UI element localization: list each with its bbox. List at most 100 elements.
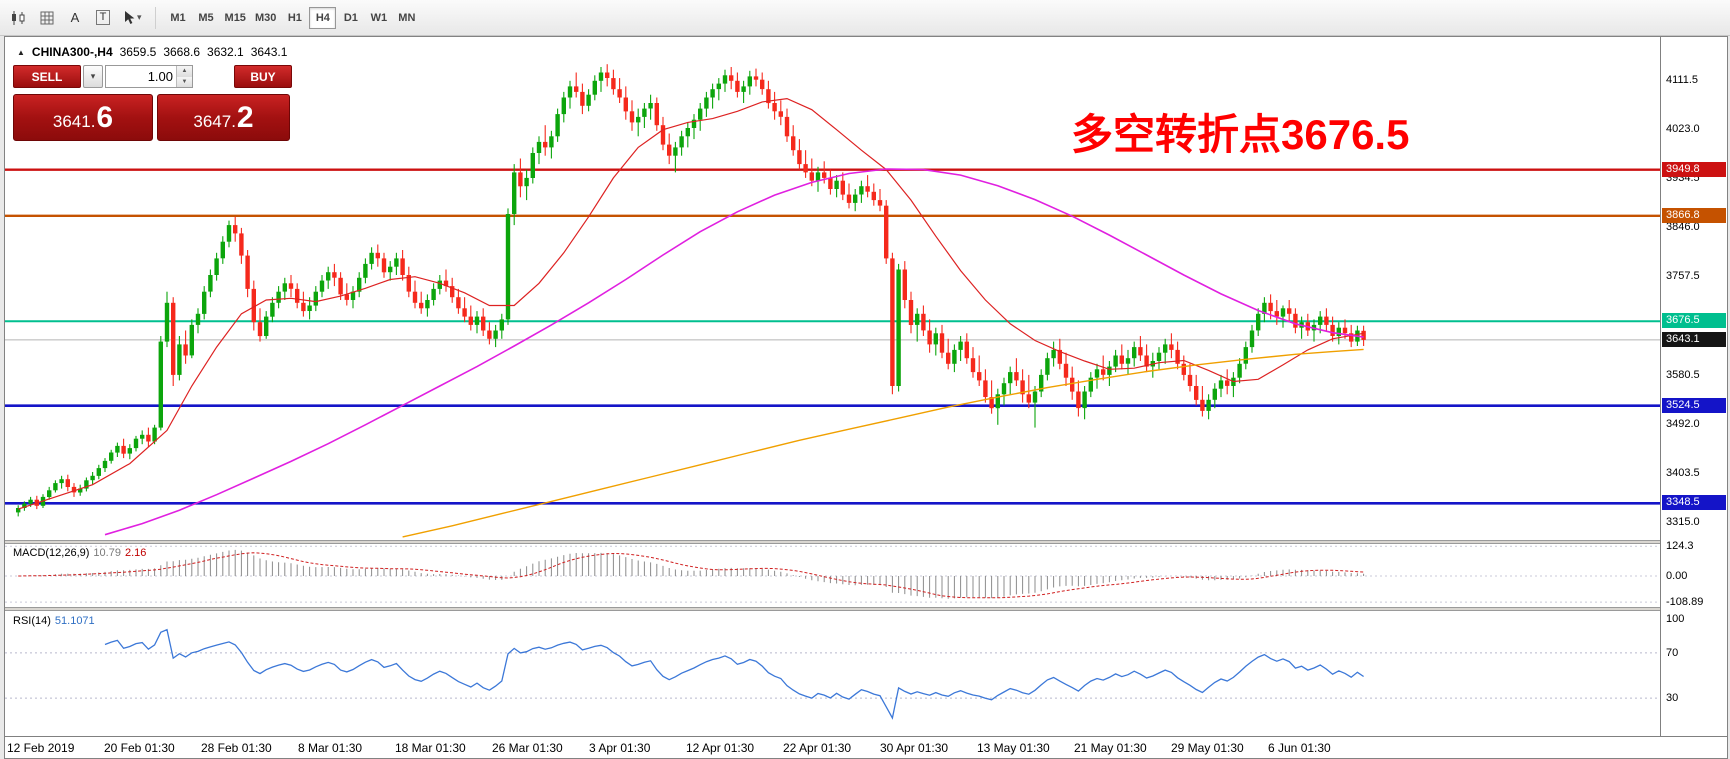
candle [276,286,281,309]
candle [921,305,926,336]
time-axis-label: 3 Apr 01:30 [589,741,651,755]
sell-button[interactable]: SELL [13,65,81,88]
candle [1051,341,1056,367]
candle [493,324,498,348]
timeframe-w1[interactable]: W1 [365,7,392,29]
candle [102,458,108,472]
candle [1305,313,1310,336]
time-axis-label: 18 Mar 01:30 [395,741,466,755]
timeframe-mn[interactable]: MN [393,7,420,29]
timeframe-m30[interactable]: M30 [251,7,280,29]
candle [239,227,244,264]
candle [264,311,269,339]
text-tool-t-icon[interactable]: T [90,6,116,30]
panel-splitter-rsi[interactable] [5,607,1727,611]
timeframe-m15[interactable]: M15 [221,7,250,29]
candle [1156,347,1162,370]
candle [1020,369,1025,403]
rsi-label: RSI(14) 51.1071 [13,615,95,627]
candle [1262,297,1267,323]
collapse-panel-icon[interactable]: ▲ [17,47,25,57]
quantity-down-button[interactable]: ▼ [177,76,192,87]
macd-signal-line [18,552,1364,599]
price-axis-label: 3403.5 [1666,466,1700,479]
chart-window[interactable]: 4111.54023.03934.53846.03757.53669.03580… [4,36,1728,759]
candle [1293,308,1298,334]
order-options-caret[interactable]: ▾ [83,65,103,88]
candle [828,169,833,195]
sell-price-button[interactable]: 3641. 6 [13,94,153,141]
candle [1107,361,1112,386]
timeframe-h4[interactable]: H4 [309,6,337,29]
price-tag: 3348.5 [1662,495,1726,511]
cursor-glyph [125,11,135,24]
price-axis: 4111.54023.03934.53846.03757.53669.03580… [1660,37,1727,736]
timeframe-m5[interactable]: M5 [193,7,220,29]
candle [890,252,895,395]
panel-splitter-macd[interactable] [5,540,1727,544]
letter-t: T [95,10,111,25]
rsi-axis-label: 70 [1666,646,1679,659]
candle [698,103,703,131]
candle [772,91,777,120]
time-axis-label: 12 Apr 01:30 [686,741,755,755]
time-axis-label: 8 Mar 01:30 [298,741,363,755]
candle [1014,358,1019,386]
candle [679,130,684,156]
buy-button[interactable]: BUY [234,65,292,88]
candle [964,333,969,364]
grid-icon[interactable] [34,6,60,30]
candle [1119,344,1124,370]
candle [834,175,839,198]
candle [1032,386,1038,428]
candle [722,69,728,92]
candle [853,189,858,212]
candle [381,252,387,278]
candle [654,97,659,131]
macd-signal-value: 2.16 [124,547,147,559]
candle [301,291,306,317]
price-axis-label: 3492.0 [1666,417,1700,430]
text-tool-a-icon[interactable]: A [62,6,88,30]
candle [952,344,957,373]
pointer-tool-icon[interactable]: ▾ [118,6,146,30]
timeframe-m1[interactable]: M1 [165,7,192,29]
candle [1361,325,1366,346]
quantity-input[interactable] [106,66,176,87]
candle [791,125,796,156]
bar-chart-icon[interactable] [6,6,32,30]
timeframe-d1[interactable]: D1 [337,7,364,29]
macd-main-value: 10.79 [93,547,121,559]
buy-price: 3647. [193,112,236,131]
candle [1299,316,1304,339]
candle [245,250,250,298]
price-axis-label: 3315.0 [1666,515,1700,528]
candle [1249,324,1255,353]
candle [747,70,752,95]
rsi-axis-label: 30 [1666,692,1679,705]
candle [512,164,517,226]
rsi-line [104,628,1364,720]
candle [121,438,126,459]
candle [1101,355,1106,381]
quantity-up-button[interactable]: ▲ [177,66,192,77]
candle [295,283,300,309]
time-axis-label: 26 Mar 01:30 [492,741,563,755]
candle [406,266,411,298]
candle [214,252,219,281]
ohlc-low: 3632.1 [207,45,244,59]
candle [313,286,318,312]
candle [691,114,697,140]
price-tag: 3643.1 [1662,331,1726,347]
candle [710,83,715,109]
candle [505,208,511,325]
grid-glyph [40,11,54,24]
candle [915,308,920,342]
candle [164,291,170,348]
buy-price-button[interactable]: 3647. 2 [157,94,290,141]
time-axis-label: 30 Apr 01:30 [880,741,949,755]
candle [22,501,27,511]
candle [1212,383,1217,409]
candle [47,486,52,500]
timeframe-h1[interactable]: H1 [281,7,308,29]
